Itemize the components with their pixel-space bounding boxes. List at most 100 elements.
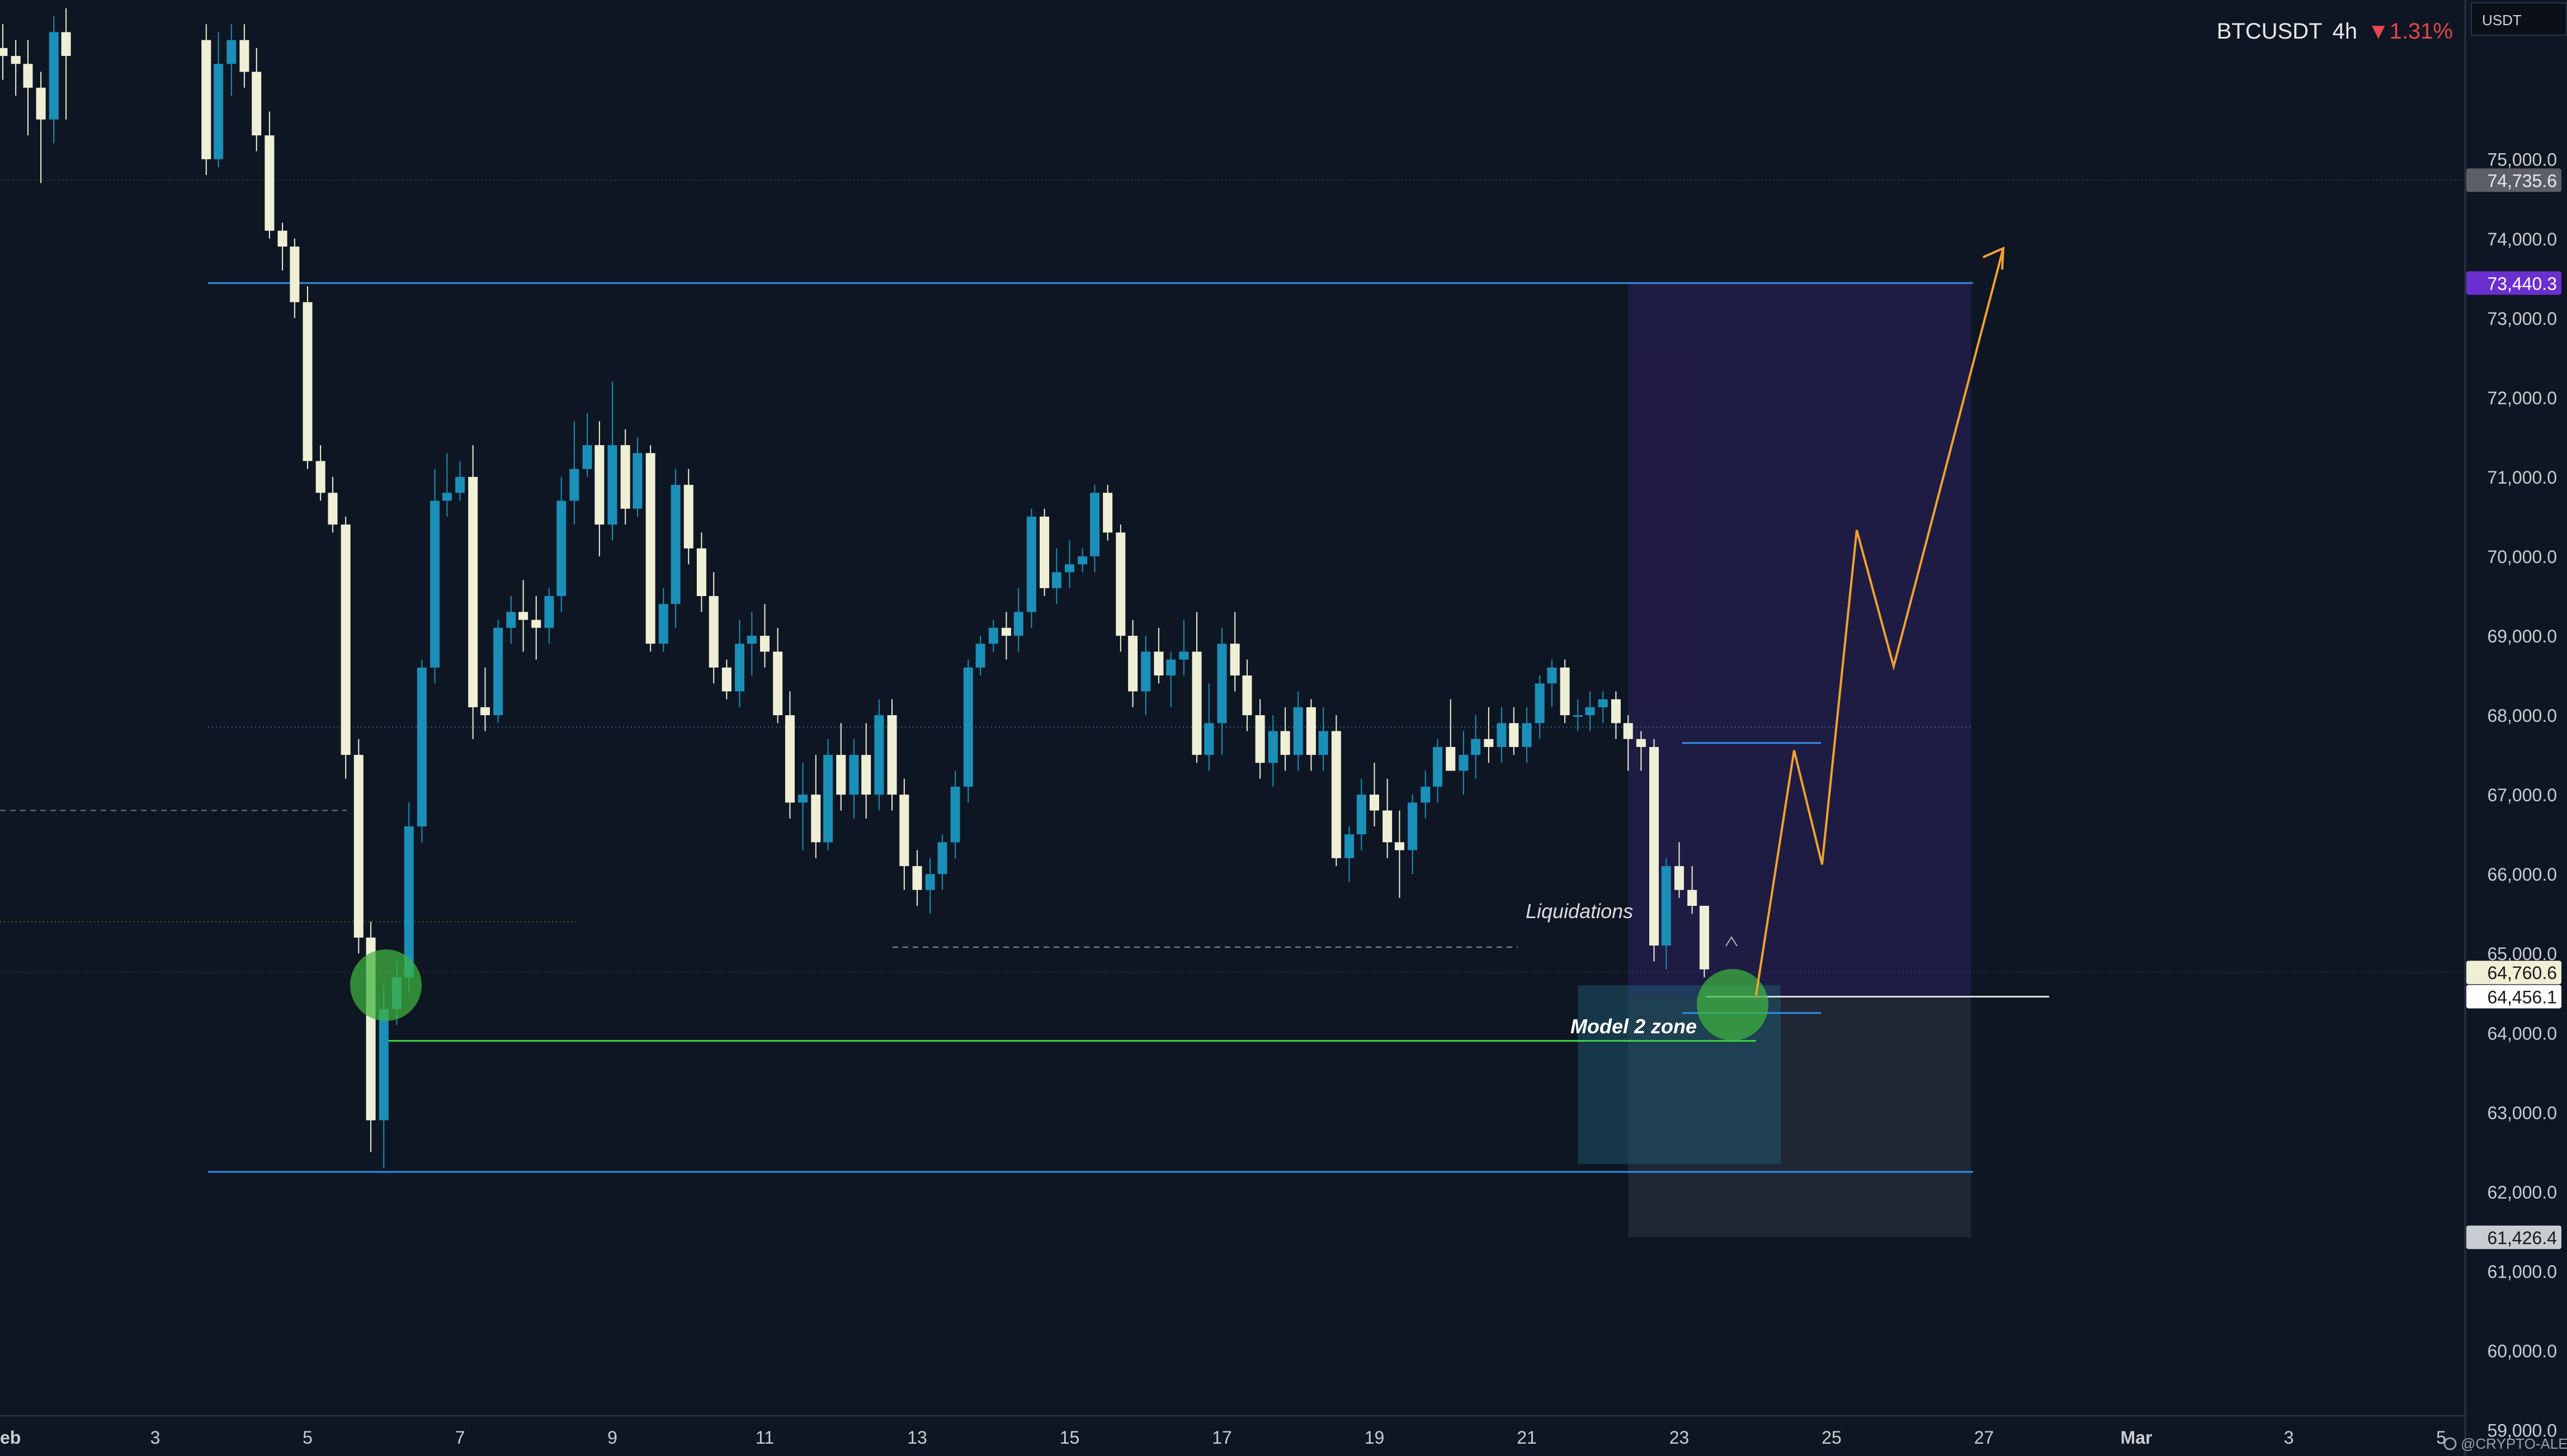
candle — [315, 445, 325, 501]
candle — [1306, 699, 1316, 771]
candle-body-down — [1649, 746, 1659, 946]
candle-body-up — [1598, 699, 1608, 707]
candle-body-down — [303, 302, 313, 461]
candle-body-up — [493, 627, 503, 716]
candle — [963, 659, 973, 803]
candle — [1382, 778, 1393, 858]
candle-body-up — [1065, 564, 1074, 573]
candle-body-up — [1585, 707, 1595, 716]
candle-body-down — [36, 87, 46, 120]
candle-body-up — [556, 500, 567, 597]
candle — [861, 723, 871, 819]
candle-body-up — [455, 476, 465, 493]
candle-body-down — [341, 524, 351, 755]
candle-body-up — [1522, 723, 1532, 747]
candle — [1268, 715, 1278, 787]
time-axis[interactable]: eb 3 5 7 9 11 13 15 17 19 21 23 25 27 Mar 3 5 — [0, 1415, 2465, 1448]
candle-body-down — [290, 246, 300, 302]
candle — [1204, 683, 1214, 771]
candle-body-down — [1382, 810, 1393, 843]
candle-body-down — [1611, 699, 1621, 724]
candle-body-down — [23, 64, 33, 88]
candle-body-up — [1459, 755, 1469, 771]
currency-unit[interactable]: USDT — [2471, 2, 2567, 36]
candle — [658, 588, 668, 652]
candle — [1446, 699, 1456, 771]
candle — [594, 421, 605, 556]
candle-body-down — [201, 40, 211, 159]
symbol-label[interactable]: BTCUSDT — [2216, 18, 2323, 44]
candle-body-up — [658, 604, 668, 644]
candle — [1394, 810, 1404, 898]
candle-body-up — [544, 596, 554, 628]
candle-body-down — [518, 612, 528, 620]
date-tick-label: 3 — [150, 1427, 161, 1448]
candle — [1573, 699, 1583, 731]
candle — [1509, 707, 1519, 755]
candle — [1699, 906, 1709, 977]
candle-body-down — [760, 636, 770, 652]
candle-body-down — [1446, 746, 1456, 771]
candle-body-down — [0, 48, 8, 56]
candle-body-down — [1509, 723, 1519, 747]
price-tick-label: 70,000.0 — [2487, 547, 2557, 567]
candle — [1280, 707, 1290, 771]
candle — [747, 612, 757, 676]
price-tag-bg — [2466, 961, 2561, 985]
price-tag[interactable]: 64,760.6 — [2466, 961, 2561, 985]
candle — [1116, 524, 1126, 652]
price-tag-bg — [2466, 168, 2561, 192]
candle-body-up — [671, 485, 681, 604]
candle — [1661, 858, 1671, 970]
candle-body-down — [1230, 644, 1240, 676]
candle-body-up — [1078, 556, 1088, 565]
candle — [1255, 699, 1265, 779]
candle — [1433, 739, 1443, 803]
candle-body-up — [569, 469, 579, 501]
candle — [1649, 739, 1659, 962]
candle-body-up — [823, 755, 833, 843]
candle — [671, 469, 681, 628]
price-tag[interactable]: 64,456.1 — [2466, 985, 2561, 1009]
candle — [1065, 540, 1074, 588]
candle — [785, 691, 795, 819]
candle — [1687, 866, 1697, 914]
zones-layer — [1578, 283, 1971, 1237]
candle-body-up — [430, 500, 440, 668]
candle-body-down — [696, 548, 706, 597]
candle — [1585, 691, 1595, 731]
candle-body-down — [1560, 667, 1570, 716]
candle — [1040, 508, 1050, 597]
candle-body-down — [1699, 906, 1709, 970]
price-tag[interactable]: 61,426.4 — [2466, 1225, 2561, 1249]
candle-body-up — [1497, 723, 1507, 747]
low-circle-left — [350, 949, 422, 1021]
candle — [1128, 620, 1138, 707]
price-tag[interactable]: 73,440.3 — [2466, 271, 2561, 295]
price-tag-label: 74,735.6 — [2487, 171, 2557, 191]
candle-body-up — [874, 715, 884, 795]
candle-body-up — [582, 445, 592, 469]
candle-body-up — [747, 636, 757, 644]
timeframe-label[interactable]: 4h — [2332, 18, 2357, 44]
candle — [1522, 707, 1532, 763]
candle-body-up — [1293, 707, 1303, 755]
candle — [1078, 548, 1088, 573]
candle — [709, 572, 719, 684]
candle — [811, 755, 821, 858]
candle-body-up — [988, 627, 998, 644]
candle-body-down — [328, 493, 338, 525]
candles-layer — [0, 8, 1709, 1168]
candle — [683, 469, 693, 565]
candle — [912, 850, 922, 906]
candle-body-up — [963, 667, 973, 787]
overlay-layer: Liquidations Model 2 zone — [350, 246, 2005, 1041]
date-tick-label: 15 — [1060, 1427, 1080, 1448]
projection-path[interactable] — [1755, 248, 2004, 996]
candle — [556, 476, 567, 612]
price-tag[interactable]: 74,735.6 — [2466, 168, 2561, 192]
price-axis[interactable]: 59,000.0 60,000.0 61,000.0 62,000.0 63,000.0… — [2464, 0, 2561, 1456]
candle-body-up — [49, 32, 59, 120]
